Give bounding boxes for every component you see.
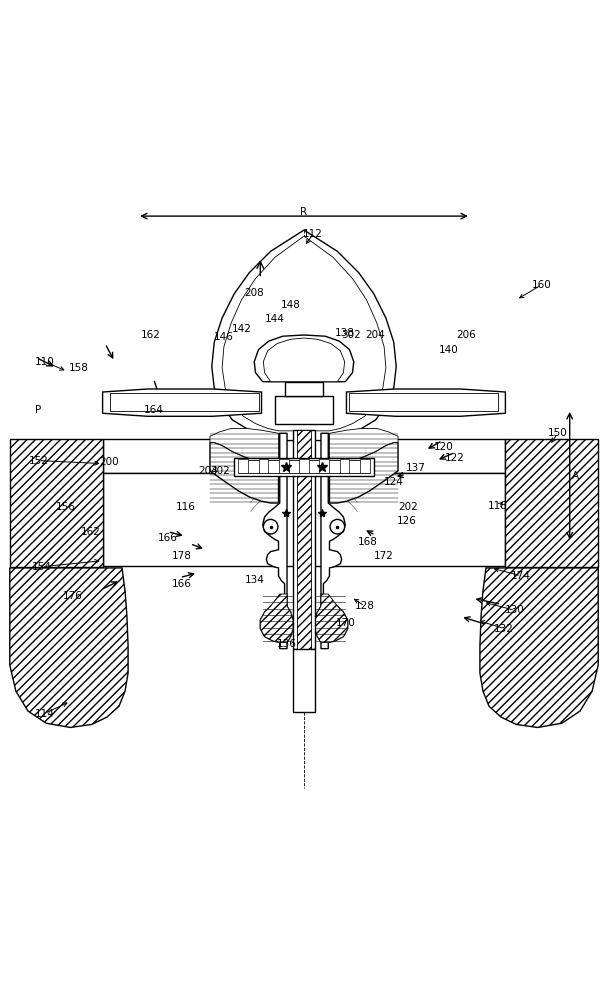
Text: 142: 142 bbox=[232, 324, 252, 334]
Polygon shape bbox=[275, 396, 333, 424]
Text: 126: 126 bbox=[397, 516, 417, 526]
Text: 124: 124 bbox=[384, 477, 404, 487]
Bar bbox=[340, 459, 349, 473]
Polygon shape bbox=[103, 439, 505, 473]
Polygon shape bbox=[260, 594, 293, 643]
Text: 118: 118 bbox=[488, 501, 508, 511]
Text: 110: 110 bbox=[35, 357, 54, 367]
Text: 206: 206 bbox=[457, 330, 477, 340]
Text: 178: 178 bbox=[171, 551, 192, 561]
Polygon shape bbox=[505, 439, 598, 567]
Text: 128: 128 bbox=[354, 601, 375, 611]
Text: R: R bbox=[300, 207, 308, 217]
Polygon shape bbox=[222, 236, 386, 431]
Text: 136: 136 bbox=[277, 639, 297, 649]
Polygon shape bbox=[330, 442, 398, 503]
Bar bbox=[299, 459, 309, 473]
Text: 130: 130 bbox=[505, 605, 525, 615]
Polygon shape bbox=[210, 442, 278, 503]
Polygon shape bbox=[293, 649, 315, 712]
Polygon shape bbox=[350, 393, 498, 411]
Polygon shape bbox=[297, 430, 311, 649]
Text: 164: 164 bbox=[143, 405, 164, 415]
Bar bbox=[319, 459, 329, 473]
Text: 200: 200 bbox=[99, 457, 119, 467]
Text: 152: 152 bbox=[29, 456, 48, 466]
Text: 166: 166 bbox=[157, 533, 178, 543]
Text: 146: 146 bbox=[214, 332, 234, 342]
Text: 158: 158 bbox=[69, 363, 88, 373]
Text: 122: 122 bbox=[444, 453, 465, 463]
Text: 176: 176 bbox=[63, 591, 82, 601]
Polygon shape bbox=[254, 335, 354, 382]
Circle shape bbox=[330, 519, 345, 534]
Bar bbox=[279, 459, 289, 473]
Text: 302: 302 bbox=[342, 330, 361, 340]
Polygon shape bbox=[315, 433, 348, 649]
Text: 170: 170 bbox=[336, 618, 355, 628]
Text: 166: 166 bbox=[171, 579, 192, 589]
Text: 154: 154 bbox=[32, 562, 52, 572]
Text: 138: 138 bbox=[336, 328, 355, 338]
Circle shape bbox=[263, 519, 278, 534]
Polygon shape bbox=[263, 338, 345, 382]
Text: 172: 172 bbox=[374, 551, 394, 561]
Bar bbox=[238, 459, 248, 473]
Bar bbox=[360, 459, 370, 473]
Text: 134: 134 bbox=[244, 575, 264, 585]
Polygon shape bbox=[293, 430, 315, 649]
Polygon shape bbox=[285, 382, 323, 396]
Text: 112: 112 bbox=[303, 229, 323, 239]
Polygon shape bbox=[315, 594, 348, 643]
Text: 114: 114 bbox=[35, 709, 54, 719]
Text: 140: 140 bbox=[438, 345, 458, 355]
Text: 120: 120 bbox=[434, 442, 454, 452]
Polygon shape bbox=[212, 230, 396, 441]
Text: 137: 137 bbox=[406, 463, 426, 473]
Polygon shape bbox=[103, 473, 505, 566]
Polygon shape bbox=[110, 393, 258, 411]
Text: 174: 174 bbox=[511, 571, 531, 581]
Text: 204: 204 bbox=[198, 466, 218, 476]
Text: 148: 148 bbox=[281, 300, 300, 310]
Polygon shape bbox=[347, 389, 505, 416]
Polygon shape bbox=[330, 428, 398, 465]
Text: 302: 302 bbox=[210, 466, 230, 476]
Text: 162: 162 bbox=[80, 527, 100, 537]
Text: 150: 150 bbox=[548, 428, 567, 438]
Text: 160: 160 bbox=[532, 280, 551, 290]
Text: 144: 144 bbox=[265, 314, 285, 324]
Polygon shape bbox=[10, 439, 103, 567]
Text: P: P bbox=[35, 405, 41, 415]
Polygon shape bbox=[260, 433, 293, 649]
Text: 162: 162 bbox=[141, 330, 161, 340]
Polygon shape bbox=[10, 568, 128, 727]
Text: 132: 132 bbox=[494, 624, 514, 634]
Polygon shape bbox=[234, 458, 374, 476]
Polygon shape bbox=[239, 460, 369, 473]
Text: 208: 208 bbox=[244, 288, 264, 298]
Polygon shape bbox=[210, 428, 278, 465]
Text: 168: 168 bbox=[358, 537, 378, 547]
Text: 116: 116 bbox=[176, 502, 196, 512]
Text: 204: 204 bbox=[365, 330, 385, 340]
Polygon shape bbox=[103, 389, 261, 416]
Text: 202: 202 bbox=[398, 502, 418, 512]
Text: A: A bbox=[572, 471, 579, 481]
Polygon shape bbox=[480, 568, 598, 727]
Bar bbox=[259, 459, 268, 473]
Text: 156: 156 bbox=[57, 502, 76, 512]
